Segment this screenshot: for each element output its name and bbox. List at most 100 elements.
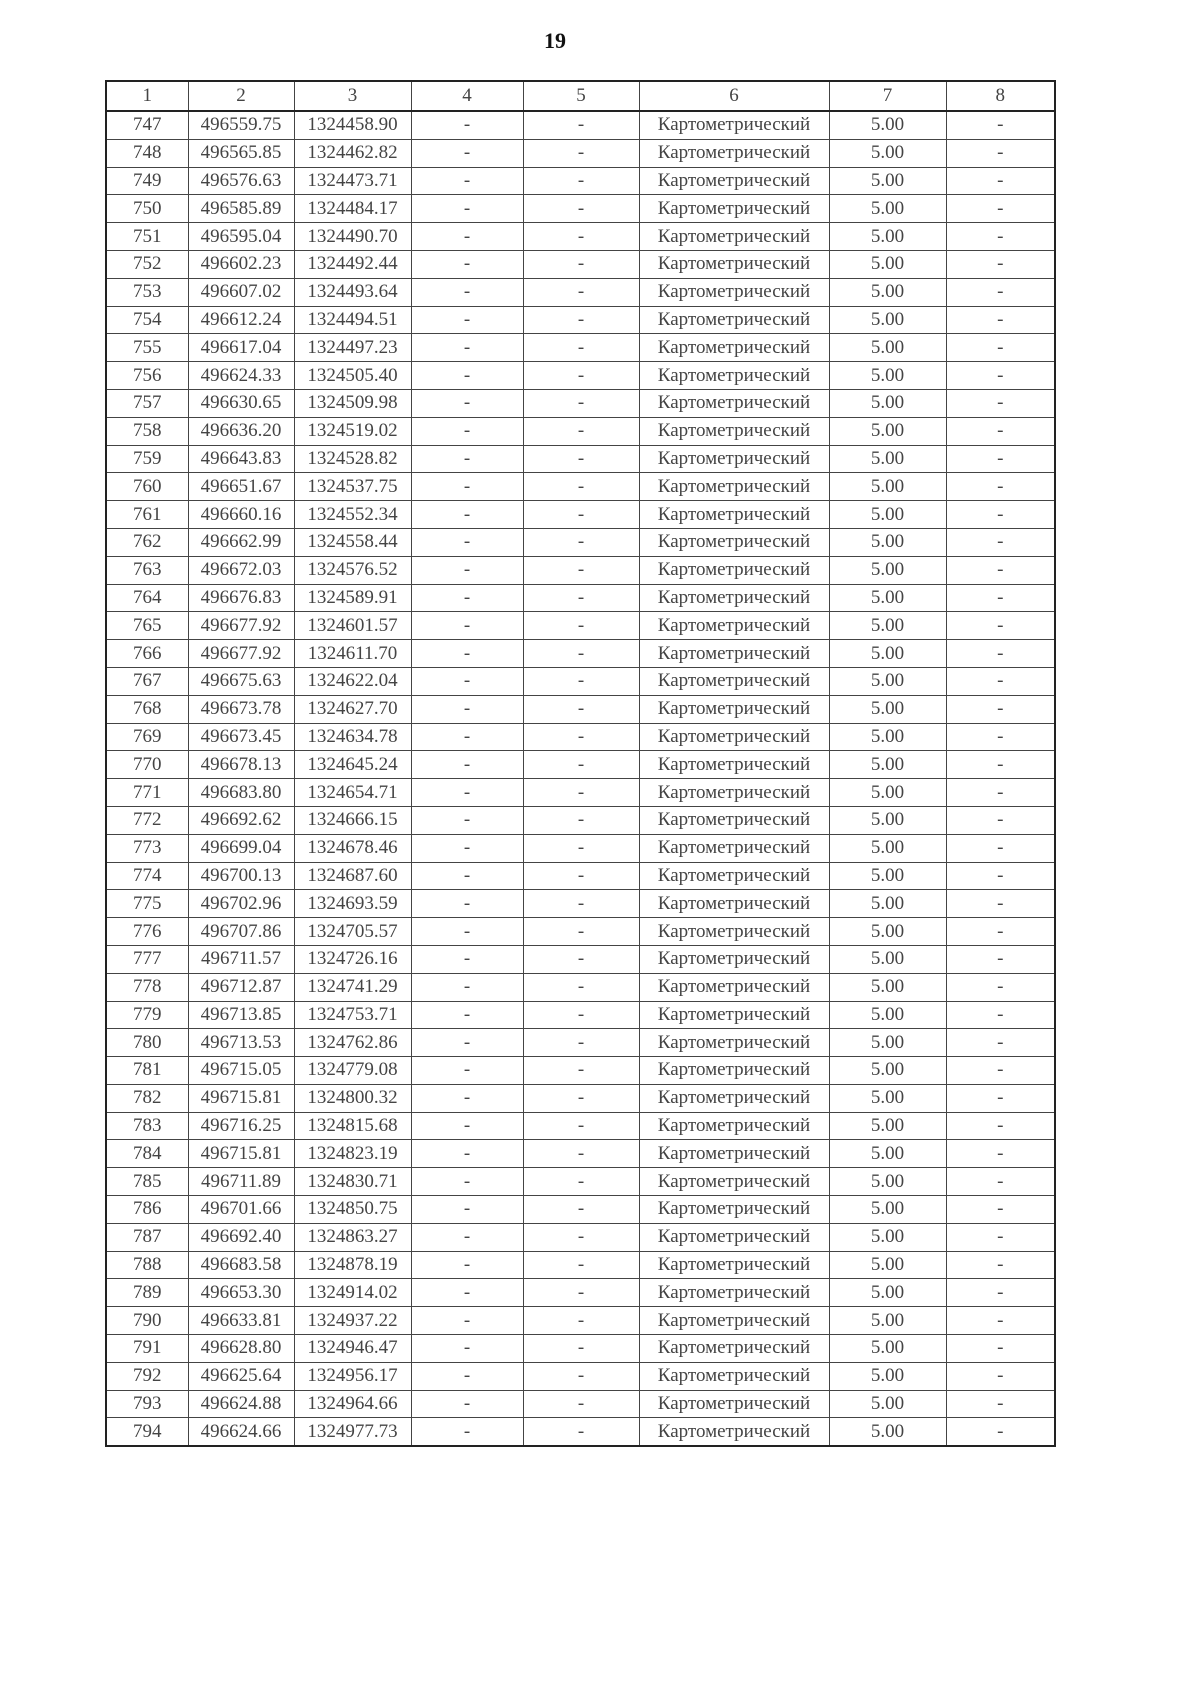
cell-x-coordinate: 496713.53	[187, 1028, 295, 1058]
cell-method: Картометрический	[638, 611, 830, 641]
cell-method: Картометрический	[638, 944, 830, 974]
cell-col-5: -	[522, 805, 640, 835]
cell-point-number: 767	[105, 666, 189, 696]
cell-point-number: 784	[105, 1139, 189, 1169]
cell-y-coordinate: 1324645.24	[293, 750, 412, 780]
cell-method: Картометрический	[638, 500, 830, 529]
cell-col-8: -	[945, 750, 1056, 780]
column-header-3: 3	[293, 80, 412, 112]
cell-y-coordinate: 1324490.70	[293, 222, 412, 251]
cell-col-8: -	[945, 1195, 1056, 1224]
cell-method: Картометрический	[638, 972, 830, 1002]
cell-col-8: -	[945, 944, 1056, 974]
table-row: 779 496713.85 1324753.71- - Картометрический…	[105, 1000, 1056, 1030]
cell-y-coordinate: 1324678.46	[293, 833, 412, 863]
cell-col-4: -	[410, 1195, 524, 1224]
cell-x-coordinate: 496715.81	[187, 1083, 295, 1113]
cell-y-coordinate: 1324528.82	[293, 444, 412, 474]
cell-col-4: -	[410, 472, 524, 502]
cell-y-coordinate: 1324693.59	[293, 889, 412, 919]
cell-col-4: -	[410, 333, 524, 363]
cell-col-5: -	[522, 1000, 640, 1030]
cell-point-number: 775	[105, 889, 189, 919]
cell-col-5: -	[522, 194, 640, 224]
cell-col-4: -	[410, 166, 524, 196]
cell-col-8: -	[945, 1139, 1056, 1169]
cell-x-coordinate: 496676.83	[187, 583, 295, 613]
cell-point-number: 752	[105, 249, 189, 279]
cell-point-number: 766	[105, 639, 189, 668]
cell-col-5: -	[522, 1417, 640, 1447]
cell-col-5: -	[522, 1222, 640, 1252]
cell-col-8: -	[945, 1278, 1056, 1308]
cell-x-coordinate: 496683.80	[187, 778, 295, 807]
cell-col-8: -	[945, 333, 1056, 363]
cell-y-coordinate: 1324519.02	[293, 416, 412, 446]
cell-x-coordinate: 496630.65	[187, 388, 295, 418]
cell-accuracy: 5.00	[828, 416, 947, 446]
table-row: 766 496677.92 1324611.70- - Картометрический…	[105, 639, 1056, 668]
cell-y-coordinate: 1324956.17	[293, 1361, 412, 1391]
cell-point-number: 754	[105, 305, 189, 335]
column-header-1: 1	[105, 80, 189, 112]
cell-col-8: -	[945, 1222, 1056, 1252]
cell-col-4: -	[410, 249, 524, 279]
cell-point-number: 786	[105, 1195, 189, 1224]
cell-accuracy: 5.00	[828, 889, 947, 919]
table-row: 747 496559.75 1324458.90- - Картометрический…	[105, 110, 1056, 140]
cell-accuracy: 5.00	[828, 722, 947, 752]
cell-x-coordinate: 496692.62	[187, 805, 295, 835]
cell-method: Картометрический	[638, 889, 830, 919]
cell-col-4: -	[410, 805, 524, 835]
cell-col-8: -	[945, 1361, 1056, 1391]
cell-col-4: -	[410, 778, 524, 807]
cell-point-number: 789	[105, 1278, 189, 1308]
cell-col-5: -	[522, 277, 640, 307]
cell-x-coordinate: 496585.89	[187, 194, 295, 224]
cell-point-number: 760	[105, 472, 189, 502]
cell-col-8: -	[945, 1083, 1056, 1113]
cell-col-5: -	[522, 472, 640, 502]
cell-col-4: -	[410, 583, 524, 613]
table-row: 749 496576.63 1324473.71- - Картометрический…	[105, 166, 1056, 196]
table-row: 777 496711.57 1324726.16- - Картометрический…	[105, 944, 1056, 974]
cell-point-number: 773	[105, 833, 189, 863]
cell-x-coordinate: 496612.24	[187, 305, 295, 335]
cell-point-number: 753	[105, 277, 189, 307]
cell-col-8: -	[945, 361, 1056, 390]
cell-col-5: -	[522, 1028, 640, 1058]
cell-col-5: -	[522, 1195, 640, 1224]
cell-col-5: -	[522, 249, 640, 279]
cell-point-number: 783	[105, 1111, 189, 1141]
cell-col-8: -	[945, 277, 1056, 307]
cell-method: Картометрический	[638, 277, 830, 307]
cell-x-coordinate: 496678.13	[187, 750, 295, 780]
cell-method: Картометрический	[638, 1250, 830, 1280]
table-row: 783 496716.25 1324815.68- - Картометрический…	[105, 1111, 1056, 1141]
cell-x-coordinate: 496701.66	[187, 1195, 295, 1224]
table-row: 787 496692.40 1324863.27- - Картометрический…	[105, 1222, 1056, 1252]
cell-col-4: -	[410, 1083, 524, 1113]
cell-col-5: -	[522, 333, 640, 363]
cell-accuracy: 5.00	[828, 138, 947, 168]
cell-col-8: -	[945, 1056, 1056, 1085]
cell-y-coordinate: 1324937.22	[293, 1306, 412, 1336]
cell-method: Картометрический	[638, 166, 830, 196]
cell-x-coordinate: 496662.99	[187, 527, 295, 557]
cell-x-coordinate: 496565.85	[187, 138, 295, 168]
cell-y-coordinate: 1324462.82	[293, 138, 412, 168]
cell-col-8: -	[945, 472, 1056, 502]
cell-col-8: -	[945, 694, 1056, 724]
cell-method: Картометрический	[638, 222, 830, 251]
cell-col-4: -	[410, 722, 524, 752]
cell-accuracy: 5.00	[828, 1306, 947, 1336]
cell-col-5: -	[522, 666, 640, 696]
cell-accuracy: 5.00	[828, 639, 947, 668]
cell-y-coordinate: 1324611.70	[293, 639, 412, 668]
cell-col-8: -	[945, 917, 1056, 946]
cell-x-coordinate: 496700.13	[187, 861, 295, 891]
cell-x-coordinate: 496595.04	[187, 222, 295, 251]
cell-col-4: -	[410, 138, 524, 168]
cell-x-coordinate: 496624.66	[187, 1417, 295, 1447]
cell-col-5: -	[522, 944, 640, 974]
